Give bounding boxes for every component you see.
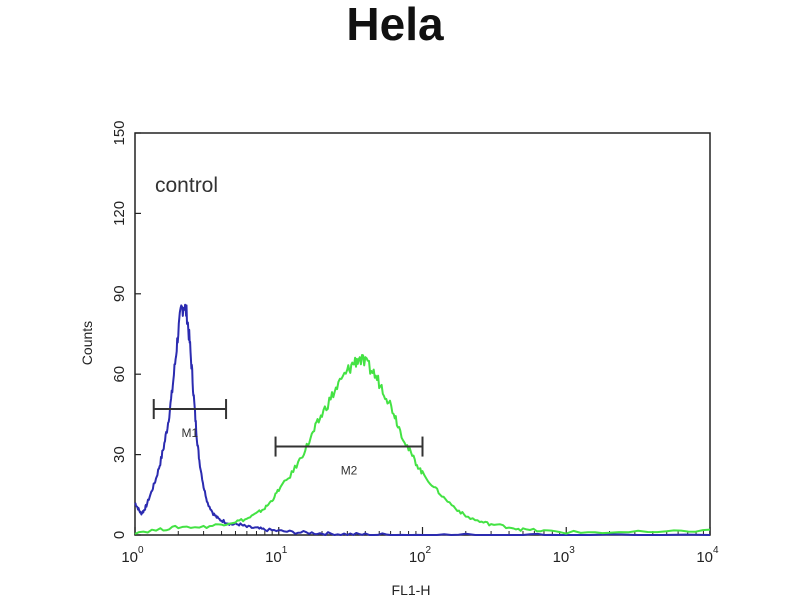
x-tick-label: 10 (265, 549, 282, 566)
series-layer (134, 303, 711, 536)
x-axis: 10 0 10 1 10 2 10 3 10 4 (121, 527, 719, 566)
x-tick-label: 10 (696, 549, 713, 566)
x-tick-label: 10 (553, 549, 570, 566)
x-tick-exponent: 0 (138, 545, 144, 556)
control-annotation: control (155, 174, 218, 197)
gate-marker-label: M1 (182, 426, 199, 440)
y-tick-label: 90 (111, 285, 128, 302)
plot-frame (134, 132, 711, 536)
y-tick-label: 60 (111, 366, 128, 383)
gate-marker-label: M2 (341, 464, 358, 478)
x-tick-exponent: 1 (282, 545, 288, 556)
x-tick-label: 10 (121, 549, 138, 566)
x-axis-label: FL1-H (392, 582, 431, 598)
y-tick-label: 120 (111, 201, 128, 226)
chart-title: Hela (346, 0, 444, 50)
marker-layer: M1 M2 (152, 399, 424, 478)
x-tick-exponent: 3 (569, 545, 575, 556)
y-axis: 0 30 60 90 120 150 (111, 120, 141, 539)
y-axis-label: Counts (79, 321, 95, 365)
gate-marker-m2: M2 (274, 436, 424, 478)
y-tick-label: 0 (111, 531, 128, 539)
histogram-series-2 (134, 354, 711, 535)
histogram-series-1 (134, 303, 711, 536)
y-tick-label: 30 (111, 446, 128, 463)
x-tick-label: 10 (409, 549, 426, 566)
y-tick-label: 150 (111, 120, 128, 145)
x-tick-exponent: 2 (426, 545, 432, 556)
gate-marker-m1: M1 (152, 399, 228, 440)
x-tick-exponent: 4 (713, 545, 719, 556)
